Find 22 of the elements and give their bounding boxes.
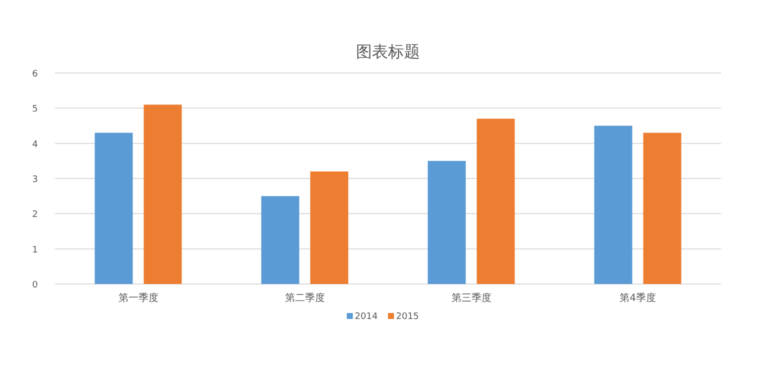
x-tick-label: 第一季度 [118,292,158,304]
legend-label: 2014 [354,312,378,322]
y-tick-label: 5 [32,104,38,115]
bar [428,160,466,284]
bar [476,118,515,284]
bar [261,196,300,284]
bar [643,132,682,284]
bar [310,171,348,284]
x-tick-label: 第二季度 [284,292,325,304]
y-tick-label: 3 [32,175,38,185]
x-tick-label: 第三季度 [451,292,492,304]
y-tick-label: 4 [32,140,38,150]
y-tick-label: 1 [32,245,38,256]
chart-title: 图表标题 [356,42,420,61]
y-tick-label: 6 [32,70,38,80]
bar [594,126,632,284]
bar [144,104,182,284]
y-tick-label: 2 [32,210,38,220]
legend-label: 2015 [396,312,419,322]
y-tick-label: 0 [32,280,38,290]
bar [94,132,133,284]
x-tick-label: 第4季度 [620,292,656,304]
